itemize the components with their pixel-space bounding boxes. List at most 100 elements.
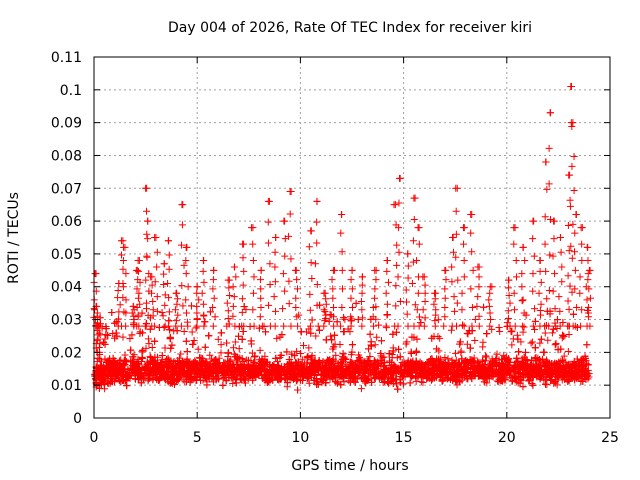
- data-point: [394, 385, 402, 393]
- data-point: [392, 328, 400, 336]
- data-point: [188, 328, 196, 336]
- data-point: [354, 316, 362, 324]
- data-point: [177, 350, 185, 358]
- data-point: [234, 332, 242, 340]
- data-point: [189, 340, 197, 348]
- data-point: [308, 316, 316, 324]
- data-point: [256, 346, 264, 354]
- data-point: [262, 328, 270, 336]
- data-point: [520, 323, 528, 331]
- data-point: [273, 358, 281, 366]
- data-point: [479, 338, 487, 346]
- data-point: [371, 341, 379, 349]
- data-point: [378, 337, 386, 345]
- data-point: [201, 343, 209, 351]
- data-point: [495, 324, 503, 332]
- data-point: [238, 335, 246, 343]
- data-point: [389, 330, 397, 338]
- data-point: [583, 341, 591, 349]
- data-point: [297, 328, 305, 336]
- data-point: [536, 339, 544, 347]
- data-point: [108, 309, 116, 317]
- data-point: [293, 347, 301, 355]
- data-point: [441, 354, 449, 362]
- data-point: [190, 337, 198, 345]
- data-point: [459, 321, 467, 329]
- data-point: [247, 337, 255, 345]
- data-point: [340, 314, 348, 322]
- data-point: [242, 306, 250, 314]
- data-point: [138, 354, 146, 362]
- data-point: [307, 356, 315, 364]
- data-point: [194, 345, 202, 353]
- data-point: [321, 308, 329, 316]
- data-point: [146, 325, 154, 333]
- data-point: [182, 337, 190, 345]
- data-point: [304, 352, 312, 360]
- data-point: [540, 348, 548, 356]
- data-point: [235, 345, 243, 353]
- data-point: [521, 348, 529, 356]
- data-point: [366, 330, 374, 338]
- data-point: [300, 341, 308, 349]
- data-point: [464, 330, 472, 338]
- data-point: [544, 336, 552, 344]
- data-point: [144, 335, 152, 343]
- data-point: [217, 349, 225, 357]
- chart-title: Day 004 of 2026, Rate Of TEC Index for r…: [168, 20, 532, 36]
- data-point: [367, 338, 375, 346]
- data-point: [183, 347, 191, 355]
- data-point: [340, 354, 348, 362]
- data-point: [357, 385, 365, 393]
- data-point: [336, 340, 344, 348]
- data-point: [565, 331, 573, 339]
- data-point: [220, 359, 228, 367]
- data-point: [295, 311, 303, 319]
- data-point: [192, 324, 200, 332]
- data-point: [219, 381, 227, 389]
- data-point: [119, 333, 127, 341]
- data-point: [214, 335, 222, 343]
- data-point: [224, 349, 232, 357]
- data-point: [206, 351, 214, 359]
- data-point: [155, 324, 163, 332]
- data-point: [531, 344, 539, 352]
- data-point: [161, 344, 169, 352]
- data-point: [146, 352, 154, 360]
- data-point: [471, 336, 479, 344]
- data-point: [541, 329, 549, 337]
- data-point: [187, 302, 195, 310]
- data-point: [201, 318, 209, 326]
- data-point: [412, 349, 420, 357]
- data-point: [352, 299, 360, 307]
- data-point: [508, 341, 516, 349]
- data-point: [305, 325, 313, 333]
- data-point: [551, 341, 559, 349]
- data-point: [229, 344, 237, 352]
- data-point: [471, 315, 479, 323]
- data-point: [348, 341, 356, 349]
- data-point: [518, 297, 526, 305]
- data-point: [316, 326, 324, 334]
- data-point: [452, 349, 460, 357]
- data-point: [123, 382, 131, 390]
- data-point: [231, 338, 239, 346]
- data-point: [173, 327, 181, 335]
- data-point: [564, 347, 572, 355]
- data-point: [537, 335, 545, 343]
- data-point: [145, 340, 153, 348]
- data-point: [138, 348, 146, 356]
- data-point: [180, 327, 188, 335]
- data-point: [223, 339, 231, 347]
- data-point: [513, 378, 521, 386]
- data-point: [239, 327, 247, 335]
- data-point: [305, 344, 313, 352]
- data-point: [402, 340, 410, 348]
- data-point: [527, 339, 535, 347]
- data-point: [217, 341, 225, 349]
- data-point: [205, 332, 213, 340]
- data-point: [457, 348, 465, 356]
- data-point: [298, 356, 306, 364]
- data-point: [483, 330, 491, 338]
- data-point: [434, 316, 442, 324]
